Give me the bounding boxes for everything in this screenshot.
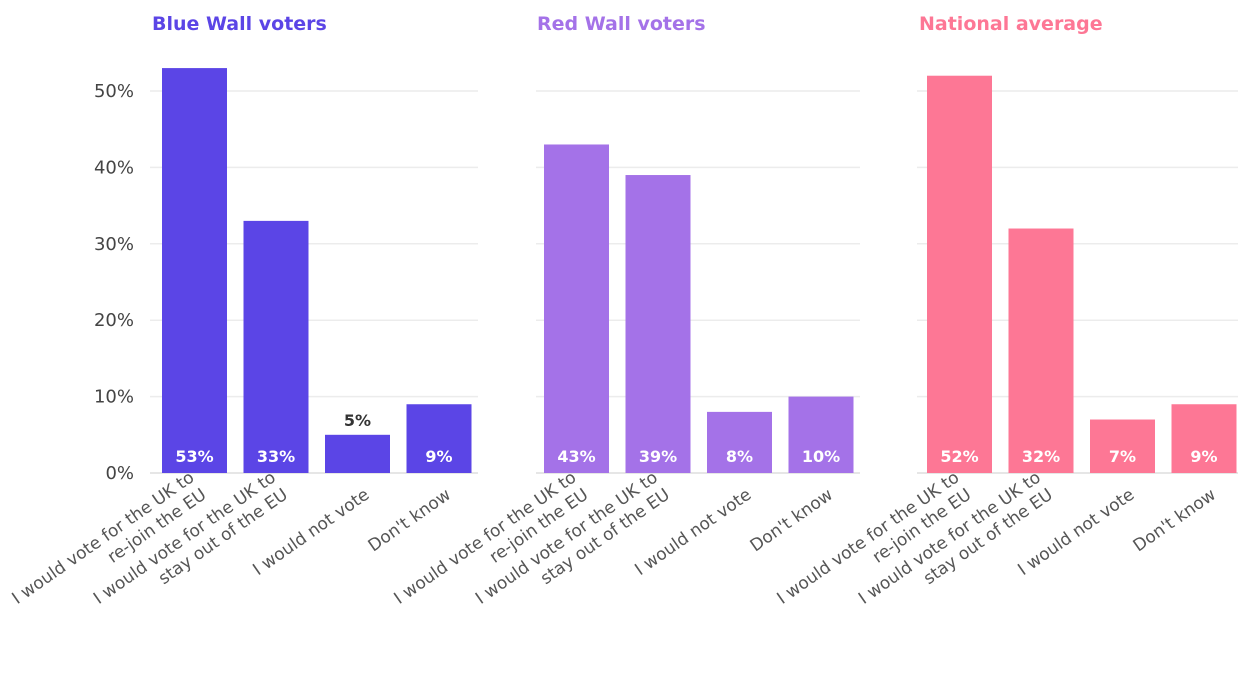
data-label: 5%: [344, 411, 371, 430]
data-label: 10%: [802, 447, 840, 466]
category-label: Don't know: [1130, 485, 1220, 556]
y-tick-label: 0%: [105, 463, 134, 484]
category-label-line: Don't know: [747, 485, 837, 556]
y-tick-label: 50%: [94, 81, 134, 102]
data-label: 52%: [940, 447, 978, 466]
bar: [162, 68, 227, 473]
data-label: 53%: [175, 447, 213, 466]
bar: [243, 220, 309, 473]
panel-title: Blue Wall voters: [152, 13, 327, 35]
category-label: Don't know: [747, 485, 837, 556]
bar: [325, 434, 390, 473]
bar: [1008, 228, 1074, 473]
panel-title: Red Wall voters: [537, 13, 706, 35]
data-label: 39%: [639, 447, 677, 466]
bar: [707, 411, 772, 473]
bar: [1171, 404, 1237, 473]
data-label: 32%: [1022, 447, 1060, 466]
data-label: 9%: [1190, 447, 1217, 466]
category-label-line: Don't know: [1130, 485, 1220, 556]
bar: [406, 404, 472, 473]
y-tick-label: 10%: [94, 387, 134, 408]
y-tick-label: 30%: [94, 234, 134, 255]
data-label: 43%: [557, 447, 595, 466]
bar: [927, 75, 992, 473]
y-tick-label: 40%: [94, 157, 134, 178]
data-label: 7%: [1109, 447, 1136, 466]
data-label: 33%: [257, 447, 295, 466]
data-label: 8%: [726, 447, 753, 466]
bar: [544, 144, 609, 474]
y-tick-label: 20%: [94, 310, 134, 331]
panel-title: National average: [919, 13, 1103, 35]
bar: [625, 175, 691, 474]
bar: [1090, 419, 1155, 473]
category-label: Don't know: [365, 485, 455, 556]
bar: [788, 396, 854, 473]
data-label: 9%: [425, 447, 452, 466]
category-label-line: Don't know: [365, 485, 455, 556]
